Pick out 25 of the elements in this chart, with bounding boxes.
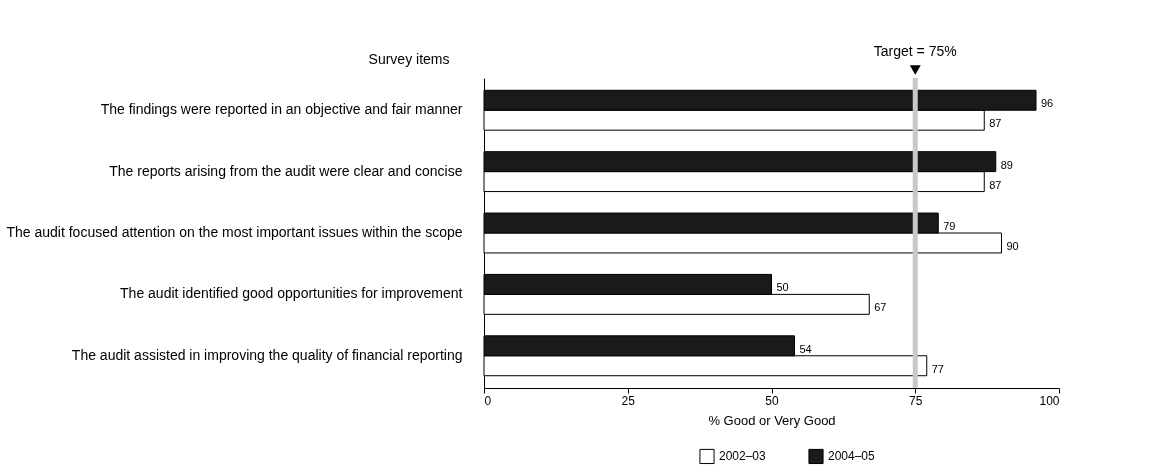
data-label: 54 [799, 342, 812, 355]
x-axis-title: % Good or Very Good [708, 412, 836, 428]
data-label: 87 [989, 178, 1002, 191]
ref-line-label: Target = 75% [873, 43, 957, 59]
legend-label: 2004–05 [828, 449, 876, 464]
x-tick-label: 0 [484, 393, 492, 408]
data-label: 67 [874, 301, 887, 314]
data-label: 87 [989, 117, 1002, 130]
y-tick-label: The audit assisted in improving the quality of financial reporting [71, 346, 463, 363]
data-label: 77 [931, 362, 944, 375]
data-label: 96 [1041, 97, 1054, 110]
x-tick-label: 100 [1039, 393, 1060, 408]
y-axis-title: Survey items [368, 50, 450, 67]
legend-label: 2002–03 [719, 449, 767, 464]
y-tick-label: The reports arising from the audit were clear and concise [109, 162, 463, 179]
data-label: 79 [943, 220, 956, 233]
data-label: 90 [1006, 239, 1019, 252]
y-tick-label: The audit focused attention on the most important issues within the scope [6, 224, 463, 240]
x-tick-label: 25 [621, 393, 636, 408]
x-tick-label: 50 [765, 393, 779, 408]
data-label: 89 [1000, 158, 1013, 171]
x-tick-label: 75 [909, 393, 923, 408]
y-tick-label: The findings were reported in an objective and fair manner [100, 101, 463, 118]
data-label: 50 [776, 281, 789, 294]
y-tick-label: The audit identified good opportunities for improvement [120, 285, 463, 302]
